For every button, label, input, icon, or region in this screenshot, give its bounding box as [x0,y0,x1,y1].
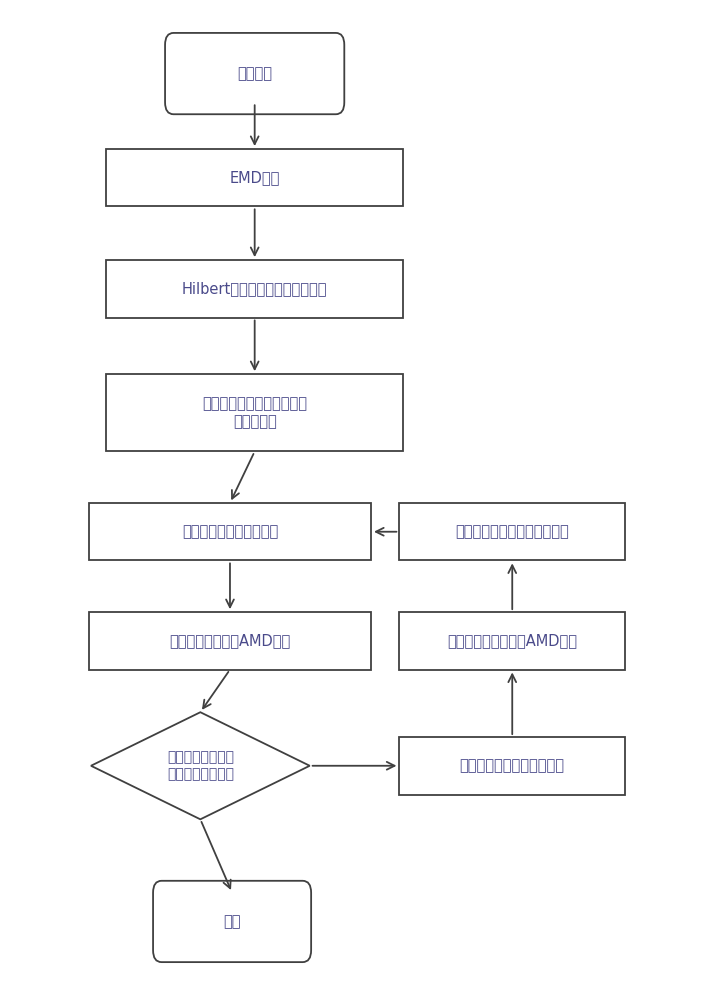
Polygon shape [91,712,310,819]
Text: EMD分解: EMD分解 [229,170,280,185]
Bar [106,260,403,318]
Bar [106,149,403,206]
FancyBboxPatch shape [165,33,344,114]
Text: 根据分解结果判别
是否有重叠频率？: 根据分解结果判别 是否有重叠频率？ [167,751,234,781]
Text: 波波提取各频率成分信号: 波波提取各频率成分信号 [182,524,278,539]
Bar [106,374,403,451]
FancyBboxPatch shape [153,881,311,962]
Text: Hilbert变换得到时频谱及边际谱: Hilbert变换得到时频谱及边际谱 [182,281,328,296]
Text: 根据相关系数搜索二分频率: 根据相关系数搜索二分频率 [460,758,565,773]
Text: 结束: 结束 [223,914,241,929]
Text: 待测信号: 待测信号 [237,66,272,81]
Text: 分离得到频率不同的两个信号: 分离得到频率不同的两个信号 [456,524,569,539]
Bar [399,503,625,560]
Bar [89,503,371,560]
Bar [89,612,371,670]
Bar [399,737,625,795]
Text: 对提取的信号进行AMD分解: 对提取的信号进行AMD分解 [169,633,291,648]
Text: 通过对边际谱中峰值的搜索
得到频率值: 通过对边际谱中峰值的搜索 得到频率值 [202,397,307,429]
Bar [399,612,625,670]
Text: 找到最佳频率值进行AMD分解: 找到最佳频率值进行AMD分解 [447,633,577,648]
